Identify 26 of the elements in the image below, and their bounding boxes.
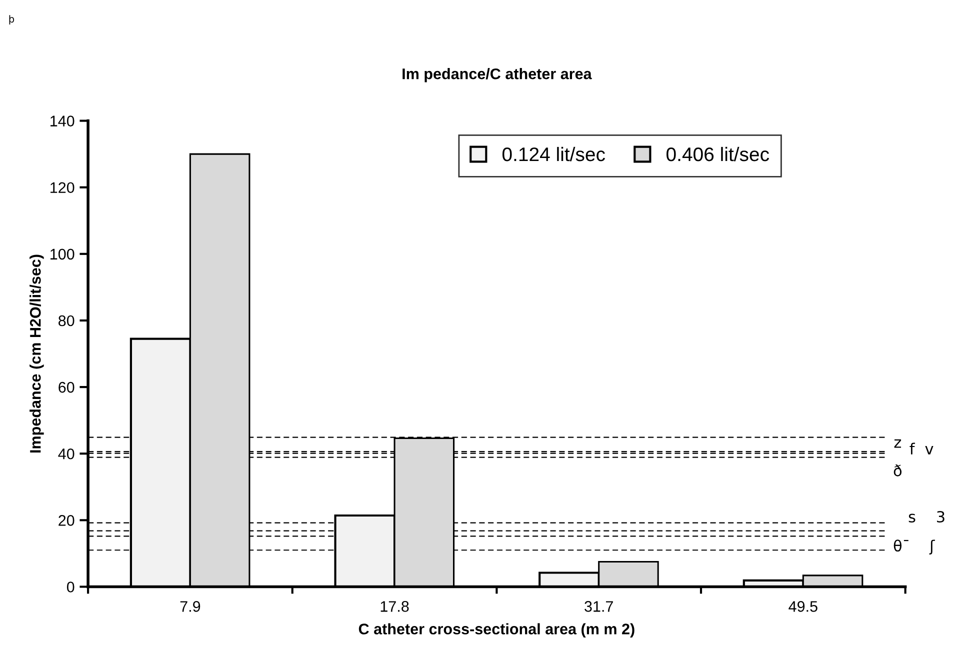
y-tick-label: 40 [58,448,74,460]
text: ʃ [929,540,935,555]
text: f [910,442,915,454]
text: 3 [937,510,944,523]
y-tick-label: 80 [58,315,74,326]
y-tick-label: 120 [50,182,74,194]
text: þ [9,15,14,25]
x-axis-title: C atheter cross-sectional area (m m 2) [358,623,634,638]
x-tick-label: 7.9 [180,601,200,612]
x-tick-label: 49.5 [788,601,818,612]
text: θ¯ [894,540,908,552]
text: v [925,446,934,454]
y-tick-label: 140 [50,116,74,126]
legend-label: 0.406 lit/sec [666,146,770,162]
y-tick-label: 60 [58,382,74,393]
text: z [894,439,902,448]
text: s [908,514,916,523]
text: ð [894,464,902,476]
y-tick-label: 20 [58,515,74,526]
y-tick-label: 0 [66,582,74,592]
y-tick-label: 100 [50,248,74,260]
x-tick-label: 31.7 [584,601,613,612]
legend-label: 0.124 lit/sec [502,146,605,162]
y-axis-title: Impedance (cm H2O/lit/sec) [30,254,44,452]
chart-title: Im pedance/C atheter area [402,68,592,82]
x-tick-label: 17.8 [380,601,409,612]
